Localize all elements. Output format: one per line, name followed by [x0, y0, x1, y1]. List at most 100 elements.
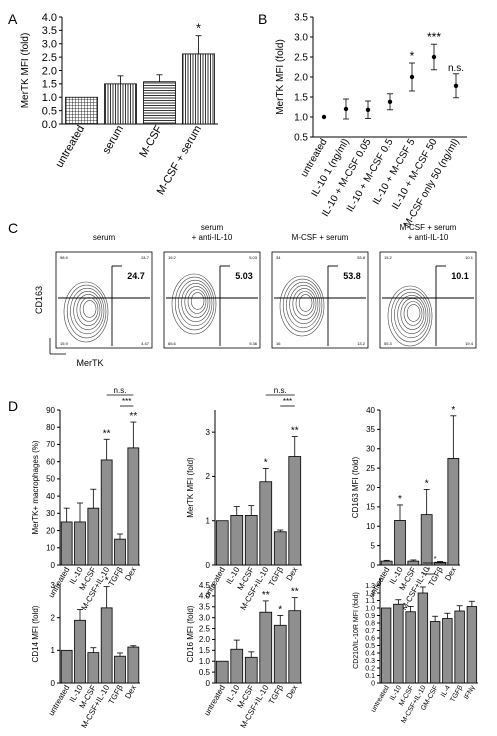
- y-axis-label: CD210/IL-10R MFI (fold): [353, 592, 360, 669]
- y-tick-label: 1.0: [199, 657, 211, 666]
- flow-plot: M-CSF + serum 53.8 34 53.8 16 13.2: [271, 233, 369, 349]
- y-tick-label: 0: [371, 680, 375, 687]
- significance-label: *: [196, 21, 201, 36]
- gate-value: 10.1: [451, 271, 469, 281]
- bar: [215, 520, 229, 566]
- flow-plot: serum+ anti-IL-10 5.03 19.2 5.03 65.6 9.36: [163, 223, 261, 349]
- significance-label: *: [278, 604, 282, 615]
- x-tick-label: IFNγ: [463, 684, 477, 701]
- y-tick-label: 1.0: [42, 92, 57, 104]
- x-tick-label: TGFβ: [107, 565, 125, 588]
- bar: [230, 648, 244, 684]
- y-tick-label: 0.7: [365, 628, 375, 635]
- y-tick-label: 0: [51, 561, 56, 570]
- quadrant-value: 13.2: [357, 341, 366, 346]
- x-tick-label: untreated: [202, 684, 227, 718]
- y-tick-label: 0: [206, 561, 211, 570]
- y-tick-label: 0.5: [365, 643, 375, 650]
- bar: [259, 481, 273, 566]
- contour: [184, 286, 209, 318]
- y-tick-label: 10: [46, 544, 55, 553]
- contour: [406, 304, 421, 322]
- x-tick-label: Dex: [285, 684, 300, 701]
- bar: [182, 53, 215, 125]
- bracket-label: n.s.: [274, 386, 287, 395]
- contour: [181, 282, 211, 322]
- significance-label: *: [425, 478, 429, 489]
- bar: [393, 603, 404, 684]
- bar: [273, 624, 287, 684]
- flow-plot: serum 24.7 98.9 24.7 15.9 4.47: [55, 233, 153, 349]
- flow-plot-frame: [271, 251, 369, 349]
- data-point: [321, 114, 327, 120]
- y-tick-label: 90: [46, 406, 55, 415]
- y-tick-label: 2.0: [42, 65, 57, 77]
- bracket-label: ***: [283, 397, 292, 406]
- gate-label-bg: [122, 268, 150, 284]
- gate-label-bg: [230, 268, 258, 284]
- quadrant-value: 10.1: [465, 255, 474, 260]
- bar: [442, 618, 453, 684]
- flow-plot-title: M-CSF + serum: [400, 223, 457, 232]
- bar: [230, 515, 244, 566]
- contour: [394, 291, 429, 339]
- contour: [66, 284, 107, 339]
- bar: [380, 607, 392, 684]
- y-tick-label: 1.2: [365, 590, 375, 597]
- bracket-label: *: [434, 556, 437, 563]
- y-axis-label: CD163 MFI (fold): [351, 456, 360, 518]
- y-tick-label: 1: [51, 646, 56, 655]
- y-tick-label: 30: [366, 445, 375, 454]
- bar: [429, 621, 441, 684]
- y-tick-label: 0.5: [199, 668, 211, 677]
- bar: [60, 649, 73, 684]
- x-tick-label: TGFβ: [449, 685, 464, 704]
- flow-plot-title: + anti-IL-10: [192, 233, 233, 242]
- quadrant-value: 65.6: [168, 341, 177, 346]
- y-tick-label: 2.0: [294, 73, 308, 84]
- y-tick-label: 0.8: [365, 620, 375, 627]
- y-tick-label: 3.0: [294, 33, 308, 44]
- y-tick-label: 2.0: [199, 635, 211, 644]
- quadrant-value: 5.03: [249, 255, 258, 260]
- bar: [60, 521, 73, 566]
- contour: [178, 279, 213, 327]
- y-tick-label: 1.3: [365, 583, 375, 590]
- contour: [79, 297, 99, 322]
- bar: [114, 538, 126, 566]
- flow-plot-title: + anti-IL-10: [408, 233, 449, 242]
- bar: [65, 96, 98, 125]
- y-tick-label: 2.5: [294, 53, 308, 64]
- y-tick-label: 1.0: [294, 113, 308, 124]
- y-tick-label: 3: [51, 581, 56, 590]
- significance-label: **: [291, 426, 299, 437]
- y-tick-label: 20: [46, 526, 55, 535]
- y-tick-label: 0.0: [42, 119, 57, 131]
- y-tick-label: 2: [51, 613, 56, 622]
- quadrant-value: 55.3: [384, 341, 393, 346]
- contour: [282, 278, 323, 333]
- contour: [171, 273, 217, 335]
- x-tick-label: M-CSF: [137, 123, 165, 159]
- gate-value: 53.8: [343, 271, 361, 281]
- contour: [295, 291, 315, 316]
- significance-label: **: [129, 411, 137, 422]
- panel-label-b: B: [258, 11, 267, 27]
- bar: [273, 531, 287, 566]
- contour: [289, 284, 319, 324]
- bar: [127, 646, 140, 684]
- bar: [466, 606, 478, 684]
- significance-label: n.s.: [448, 63, 464, 74]
- contour: [73, 290, 103, 330]
- y-tick-label: 3.0: [199, 613, 211, 622]
- y-tick-label: 0.5: [294, 133, 308, 144]
- y-tick-label: 0: [206, 679, 211, 688]
- bar: [143, 81, 176, 125]
- y-tick-label: 3: [206, 428, 211, 437]
- y-tick-label: 40: [366, 406, 375, 415]
- contour: [76, 294, 101, 326]
- gate-value: 24.7: [127, 271, 145, 281]
- y-tick-label: 3.5: [199, 603, 211, 612]
